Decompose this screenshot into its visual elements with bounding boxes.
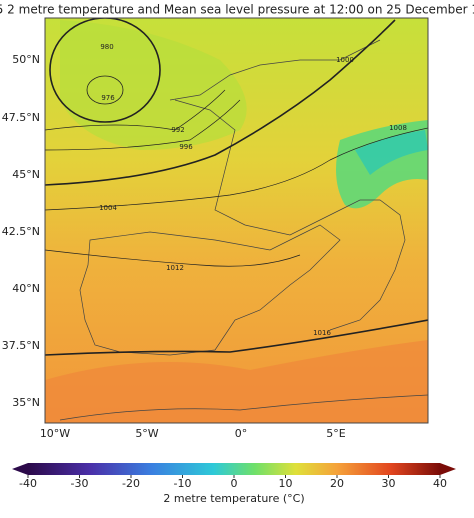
longitude-label: 10°W [40,427,70,440]
isobar-label: 1000 [336,56,354,64]
latitude-label: 45°N [12,168,40,181]
title: ERA5 2 metre temperature and Mean sea le… [0,3,474,17]
isobar-label: 1008 [389,124,407,132]
longitude-label: 5°E [326,427,345,440]
latitude-label: 42.5°N [2,225,40,238]
isobar-label: 980 [100,43,113,51]
latitude-label: 37.5°N [2,339,40,352]
alps-colder [355,130,428,175]
coastlines [59,39,428,421]
map-frame [44,17,429,424]
latitude-label: 47.5°N [2,111,40,124]
isobar-label: 1004 [99,204,117,212]
cool-region [60,20,247,150]
colorbar-tick-label: -20 [122,477,140,490]
isobar-label: 992 [171,126,184,134]
map [45,18,428,423]
colorbar-tick-label: -40 [19,477,37,490]
longitude-label: 5°W [135,427,158,440]
colorbar-max-arrow [440,463,456,475]
colorbar-tick-label: 0 [231,477,238,490]
isobar-label: 976 [101,94,115,102]
latitude-label: 50°N [12,53,40,66]
isobar-label: 1016 [313,329,331,337]
colorbar-tick-label: 40 [433,477,447,490]
colorbar-tick-label: 10 [279,477,293,490]
isobar-label: 1012 [166,264,184,272]
colorbar-tick-label: -10 [174,477,192,490]
colorbar-min-arrow [12,463,28,475]
colorbar-label: 2 metre temperature (°C) [163,492,304,505]
warm-region [45,340,428,423]
isobars [45,18,428,356]
latitude-label: 35°N [12,396,40,409]
colorbar-tick-label: -30 [71,477,89,490]
colorbar [28,463,440,475]
latitude-label: 40°N [12,282,40,295]
longitude-label: 0° [235,427,248,440]
isobar-label: 996 [179,143,193,151]
colorbar-tick-label: 20 [330,477,344,490]
colorbar-tick-label: 30 [382,477,396,490]
